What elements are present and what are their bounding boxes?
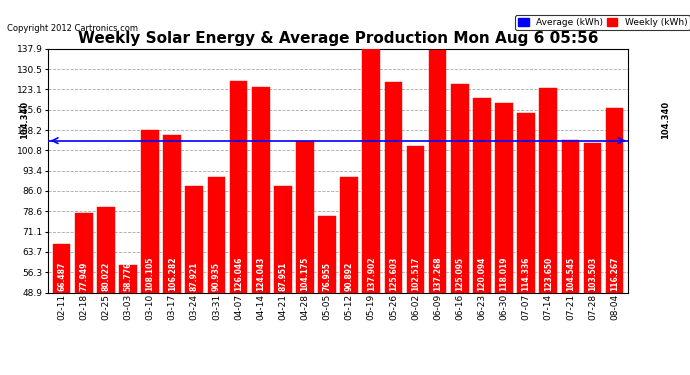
Text: 66.487: 66.487: [57, 262, 66, 291]
Bar: [562, 140, 579, 292]
Text: 104.545: 104.545: [566, 257, 575, 291]
Bar: [495, 103, 513, 292]
Text: Copyright 2012 Cartronics.com: Copyright 2012 Cartronics.com: [7, 24, 138, 33]
Text: 125.603: 125.603: [389, 257, 398, 291]
Bar: [230, 81, 248, 292]
Bar: [318, 216, 336, 292]
Text: 108.105: 108.105: [146, 257, 155, 291]
Text: 120.094: 120.094: [477, 257, 486, 291]
Text: 137.268: 137.268: [433, 256, 442, 291]
Bar: [518, 113, 535, 292]
Bar: [428, 51, 446, 292]
Text: 124.043: 124.043: [256, 257, 265, 291]
Bar: [274, 186, 292, 292]
Text: 114.336: 114.336: [522, 257, 531, 291]
Text: 123.650: 123.650: [544, 257, 553, 291]
Text: 90.892: 90.892: [345, 262, 354, 291]
Bar: [406, 146, 424, 292]
Bar: [296, 141, 314, 292]
Bar: [584, 143, 602, 292]
Text: 125.095: 125.095: [455, 257, 464, 291]
Title: Weekly Solar Energy & Average Production Mon Aug 6 05:56: Weekly Solar Energy & Average Production…: [78, 31, 598, 46]
Bar: [473, 98, 491, 292]
Bar: [141, 130, 159, 292]
Text: 102.517: 102.517: [411, 257, 420, 291]
Legend: Average (kWh), Weekly (kWh): Average (kWh), Weekly (kWh): [515, 15, 690, 30]
Bar: [540, 88, 557, 292]
Text: 104.175: 104.175: [300, 257, 309, 291]
Bar: [362, 49, 380, 292]
Text: 137.902: 137.902: [367, 256, 376, 291]
Text: 90.935: 90.935: [212, 262, 221, 291]
Text: 76.955: 76.955: [322, 262, 331, 291]
Text: 87.921: 87.921: [190, 262, 199, 291]
Bar: [451, 84, 469, 292]
Bar: [384, 82, 402, 292]
Text: 77.949: 77.949: [79, 262, 88, 291]
Text: 104.340: 104.340: [19, 100, 29, 139]
Text: 106.282: 106.282: [168, 256, 177, 291]
Text: 58.776: 58.776: [124, 262, 132, 291]
Bar: [252, 87, 270, 292]
Text: 87.951: 87.951: [278, 262, 287, 291]
Text: 80.022: 80.022: [101, 262, 110, 291]
Text: 103.503: 103.503: [588, 257, 597, 291]
Bar: [119, 266, 137, 292]
Bar: [97, 207, 115, 292]
Text: 118.019: 118.019: [500, 256, 509, 291]
Text: 126.046: 126.046: [234, 257, 243, 291]
Bar: [52, 244, 70, 292]
Bar: [186, 186, 203, 292]
Text: 104.340: 104.340: [661, 100, 671, 139]
Bar: [75, 213, 92, 292]
Bar: [606, 108, 624, 292]
Text: 116.267: 116.267: [610, 256, 619, 291]
Bar: [340, 177, 358, 292]
Bar: [164, 135, 181, 292]
Bar: [208, 177, 225, 292]
